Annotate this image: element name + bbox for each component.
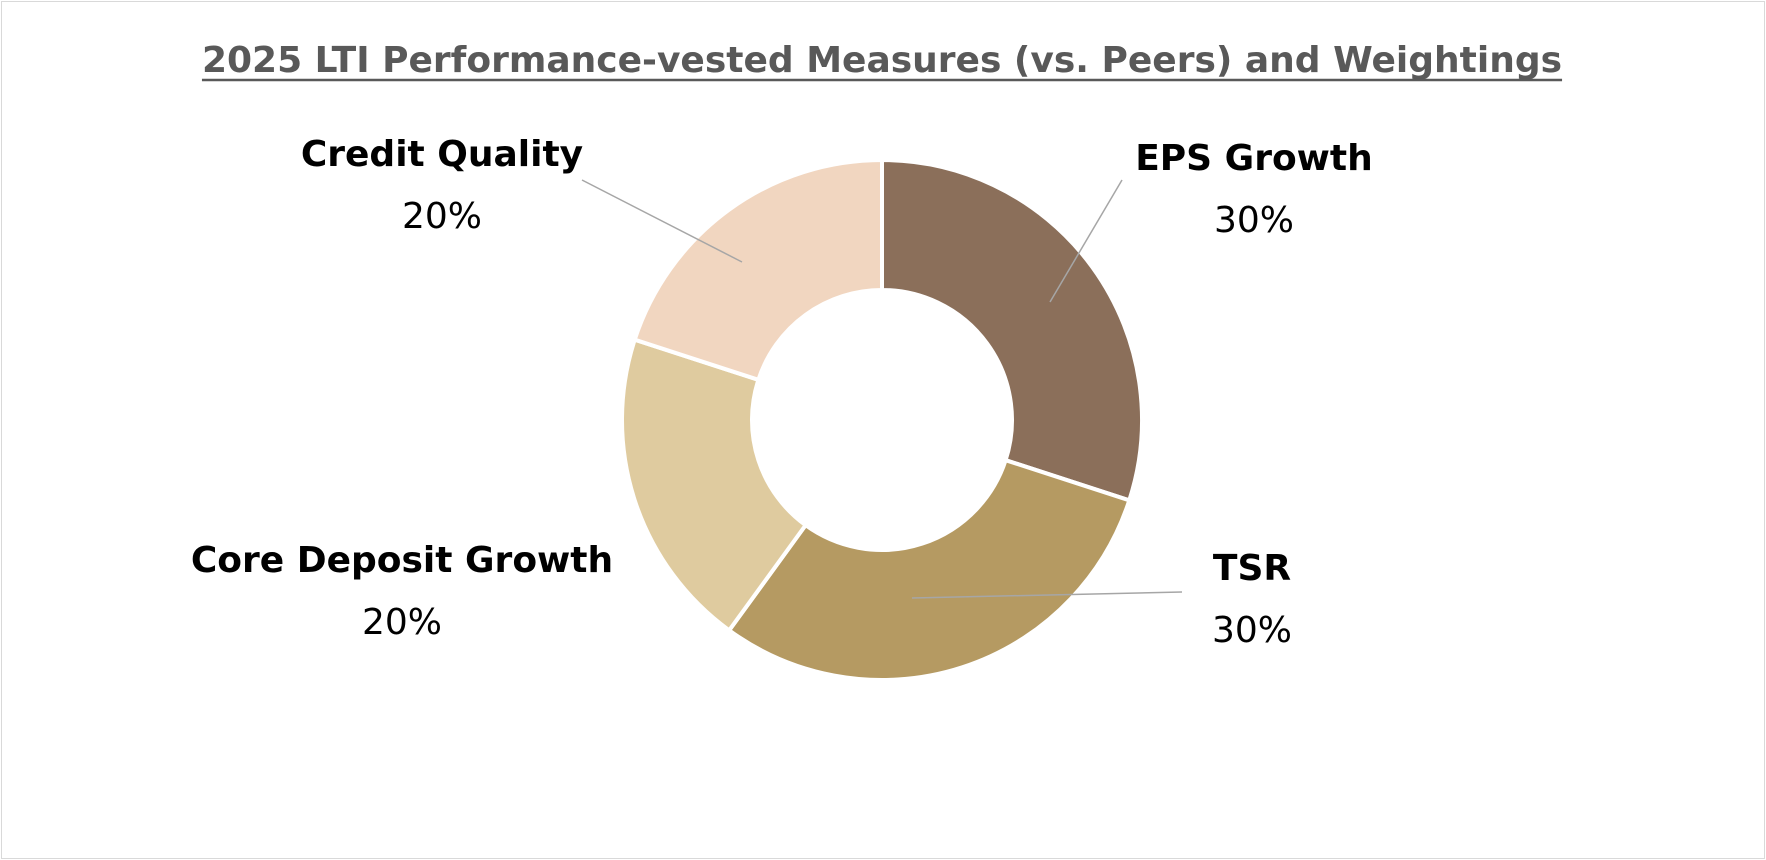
- leader-lines: [581, 179, 1183, 599]
- slice-tsr: [726, 457, 1132, 682]
- data-labels: EPS Growth 30% TSR 30% Core Deposit Growth 20…: [191, 134, 1373, 651]
- data-label-name: Credit Quality: [301, 134, 583, 175]
- leader-line: [581, 179, 743, 263]
- slice-credit-quality: [632, 157, 884, 383]
- data-label-value: 20%: [362, 602, 442, 643]
- data-label-value: 30%: [1212, 610, 1292, 651]
- leader-line: [911, 591, 1183, 599]
- leader-line: [1049, 179, 1123, 303]
- data-label-name: EPS Growth: [1135, 138, 1373, 179]
- data-label-name: Core Deposit Growth: [191, 540, 613, 581]
- slice-core-deposit-growth: [620, 337, 809, 634]
- data-label-name: TSR: [1213, 548, 1291, 589]
- slices-group: [620, 157, 1144, 682]
- data-label-value: 30%: [1214, 200, 1294, 241]
- slice-eps-growth: [880, 157, 1144, 503]
- data-label-value: 20%: [402, 196, 482, 237]
- chart-title: 2025 LTI Performance-vested Measures (vs…: [202, 40, 1562, 81]
